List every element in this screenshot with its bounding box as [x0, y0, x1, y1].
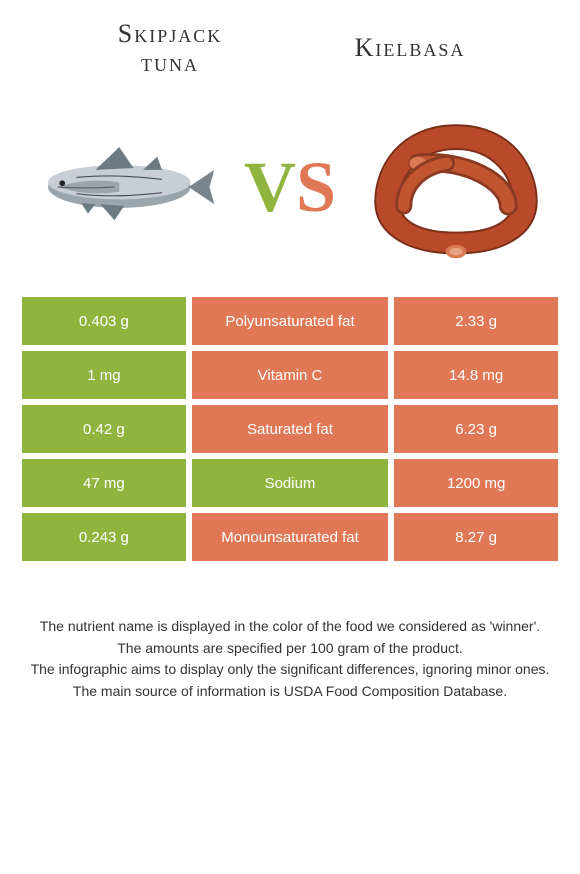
table-row: 1 mg Vitamin C 14.8 mg	[22, 351, 558, 399]
images-row: VS	[0, 87, 580, 297]
cell-label: Sodium	[192, 459, 389, 507]
nutrient-table: 0.403 g Polyunsaturated fat 2.33 g 1 mg …	[0, 297, 580, 567]
footer-line: The nutrient name is displayed in the co…	[18, 617, 562, 637]
tuna-image	[18, 107, 230, 267]
fish-icon	[29, 127, 219, 247]
table-row: 47 mg Sodium 1200 mg	[22, 459, 558, 507]
cell-label: Monounsaturated fat	[192, 513, 389, 561]
header: Skipjack tuna Kielbasa	[0, 0, 580, 87]
vs-s: S	[296, 146, 336, 229]
cell-left: 47 mg	[22, 459, 186, 507]
cell-left: 0.243 g	[22, 513, 186, 561]
cell-label: Saturated fat	[192, 405, 389, 453]
cell-left: 0.42 g	[22, 405, 186, 453]
vs-v: V	[244, 146, 296, 229]
cell-right: 14.8 mg	[394, 351, 558, 399]
table-row: 0.403 g Polyunsaturated fat 2.33 g	[22, 297, 558, 345]
cell-right: 2.33 g	[394, 297, 558, 345]
footer-line: The main source of information is USDA F…	[18, 682, 562, 702]
header-left: Skipjack tuna	[50, 20, 290, 77]
cell-left: 1 mg	[22, 351, 186, 399]
left-title: Skipjack tuna	[50, 20, 290, 77]
cell-right: 6.23 g	[394, 405, 558, 453]
sausage-icon	[361, 107, 551, 267]
left-title-line2: tuna	[141, 48, 199, 77]
cell-right: 1200 mg	[394, 459, 558, 507]
cell-left: 0.403 g	[22, 297, 186, 345]
footer-line: The amounts are specified per 100 gram o…	[18, 639, 562, 659]
cell-right: 8.27 g	[394, 513, 558, 561]
table-row: 0.243 g Monounsaturated fat 8.27 g	[22, 513, 558, 561]
vs-label: VS	[238, 146, 342, 229]
table-row: 0.42 g Saturated fat 6.23 g	[22, 405, 558, 453]
cell-label: Vitamin C	[192, 351, 389, 399]
kielbasa-image	[350, 107, 562, 267]
footer-line: The infographic aims to display only the…	[18, 660, 562, 680]
right-title: Kielbasa	[355, 34, 466, 63]
footer-notes: The nutrient name is displayed in the co…	[0, 567, 580, 703]
header-right: Kielbasa	[290, 20, 530, 77]
left-title-line1: Skipjack	[118, 19, 222, 48]
cell-label: Polyunsaturated fat	[192, 297, 389, 345]
